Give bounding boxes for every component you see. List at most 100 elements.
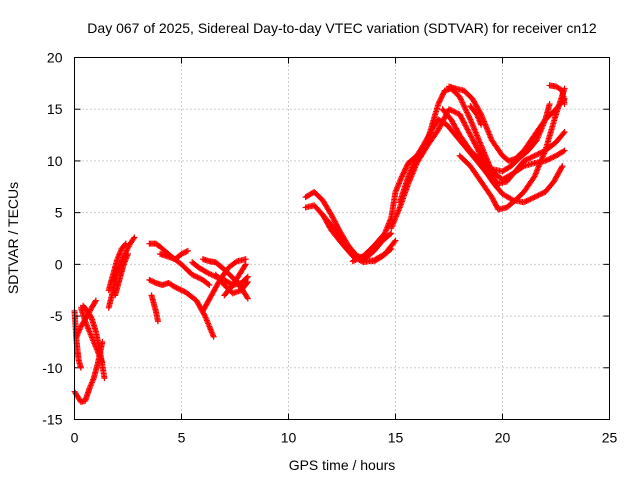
data-point-marker — [125, 251, 131, 258]
series-track-23 — [396, 85, 568, 206]
data-point-marker — [524, 197, 531, 204]
data-point-marker — [349, 258, 356, 265]
data-point-marker — [243, 280, 250, 287]
data-point-marker — [87, 313, 94, 320]
series-track-28 — [546, 82, 568, 108]
data-point-marker — [174, 285, 181, 292]
data-point-marker — [440, 90, 447, 97]
data-point-marker — [388, 230, 395, 237]
data-point-marker — [190, 272, 197, 279]
data-point-marker — [538, 190, 545, 197]
data-point-marker — [387, 231, 394, 238]
data-point-marker — [205, 281, 212, 288]
data-point-marker — [189, 271, 196, 278]
data-point-marker — [546, 101, 553, 108]
data-point-marker — [561, 101, 568, 108]
x-tick-labels: 0 5 10 15 20 25 — [71, 430, 618, 446]
data-point-marker — [448, 107, 455, 114]
data-point-marker — [122, 241, 129, 248]
data-point-marker — [404, 162, 411, 169]
series-track-5 — [80, 302, 108, 382]
data-point-marker — [154, 318, 161, 325]
x-tick-label: 20 — [495, 430, 511, 446]
data-point-marker — [131, 234, 138, 241]
data-point-marker — [523, 198, 530, 205]
data-point-marker — [519, 163, 526, 170]
data-point-marker — [438, 94, 445, 101]
y-tick-label: 10 — [47, 153, 63, 169]
y-tick-label: 20 — [47, 50, 63, 66]
data-point-marker — [532, 193, 539, 200]
data-point-marker — [435, 101, 442, 108]
data-point-marker — [351, 257, 358, 264]
y-axis-label: SDTVAR / TECUs — [5, 182, 21, 294]
data-point-marker — [522, 198, 529, 205]
data-point-marker — [451, 108, 458, 115]
data-point-marker — [435, 99, 442, 106]
data-point-marker — [536, 191, 543, 198]
data-point-marker — [524, 155, 531, 162]
data-point-marker — [101, 375, 108, 382]
data-point-marker — [176, 286, 183, 293]
y-tick-label: 5 — [55, 205, 63, 221]
data-point-marker — [244, 273, 251, 280]
data-point-marker — [450, 108, 457, 115]
data-point-marker — [526, 196, 533, 203]
data-point-marker — [197, 275, 204, 282]
data-point-marker — [244, 278, 251, 285]
data-point-marker — [352, 256, 359, 263]
data-point-marker — [387, 246, 394, 253]
data-marks — [71, 82, 568, 405]
x-axis-label: GPS time / hours — [289, 457, 396, 473]
data-point-marker — [522, 157, 529, 164]
y-tick-label: 15 — [47, 101, 63, 117]
data-point-marker — [242, 261, 249, 268]
data-point-marker — [201, 311, 208, 318]
data-point-marker — [403, 164, 410, 171]
data-point-marker — [560, 130, 567, 137]
data-point-marker — [183, 248, 190, 255]
data-point-marker — [548, 154, 555, 161]
data-point-marker — [544, 156, 551, 163]
data-point-marker — [232, 259, 239, 266]
data-point-marker — [447, 106, 454, 113]
data-point-marker — [357, 254, 364, 261]
data-point-marker — [546, 155, 553, 162]
x-tick-label: 10 — [281, 430, 297, 446]
plot-frame — [74, 57, 610, 420]
data-point-marker — [184, 247, 191, 254]
x-tick-label: 0 — [71, 430, 79, 446]
series-track-12 — [157, 247, 191, 263]
x-tick-label: 15 — [388, 430, 404, 446]
data-point-marker — [446, 106, 452, 113]
data-point-marker — [527, 196, 534, 203]
data-point-marker — [535, 192, 542, 199]
data-point-marker — [423, 138, 430, 145]
y-tick-labels: -15 -10 -5 0 5 10 15 20 — [42, 50, 62, 428]
series-track-14 — [199, 256, 251, 302]
data-point-marker — [243, 274, 250, 281]
data-point-marker — [550, 154, 557, 161]
data-point-marker — [242, 256, 249, 263]
data-point-marker — [539, 190, 546, 197]
data-point-marker — [241, 262, 248, 269]
series-track-26 — [439, 101, 553, 175]
data-point-marker — [355, 255, 362, 262]
data-point-marker — [452, 109, 459, 116]
series-track-20 — [317, 209, 395, 265]
y-tick-label: -5 — [50, 308, 63, 324]
series-track-25 — [456, 85, 568, 213]
data-point-marker — [400, 170, 407, 177]
data-point-marker — [535, 150, 542, 157]
series-track-8 — [112, 251, 131, 299]
series-track-17 — [221, 261, 249, 299]
data-point-marker — [439, 91, 446, 98]
data-point-marker — [559, 163, 566, 170]
data-point-marker — [528, 154, 535, 161]
series-track-11 — [148, 292, 161, 325]
data-point-marker — [561, 147, 568, 154]
series-track-7 — [105, 240, 129, 294]
series-track-16 — [212, 271, 251, 297]
data-point-marker — [178, 287, 185, 294]
